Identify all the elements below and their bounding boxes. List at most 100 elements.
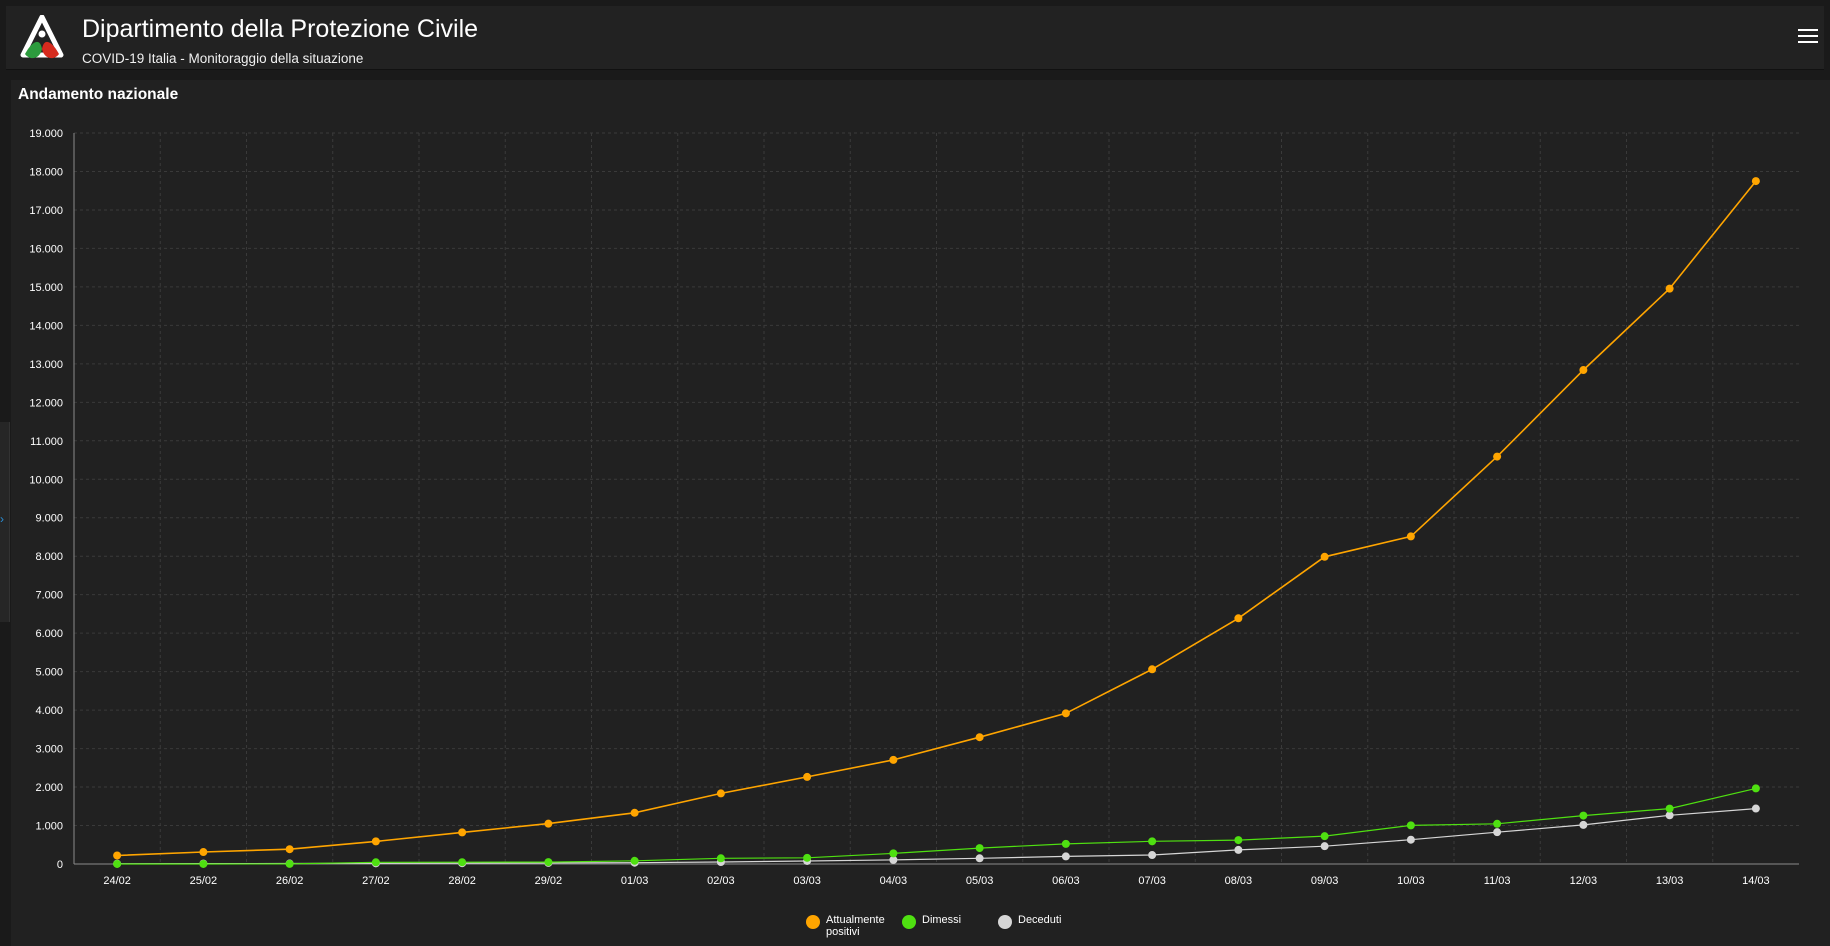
y-tick-label: 2.000	[35, 782, 63, 794]
chart-legend: Attualmente positivi Dimessi Deceduti	[11, 914, 1830, 944]
series-point-0	[889, 755, 898, 764]
series-point-0	[285, 845, 294, 854]
series-point-1	[1148, 837, 1157, 846]
legend-dot-deceduti	[998, 915, 1012, 929]
series-point-1	[113, 859, 122, 868]
series-point-1	[803, 853, 812, 862]
series-point-2	[889, 855, 898, 864]
series-point-0	[975, 733, 984, 742]
series-point-0	[1320, 552, 1329, 561]
series-point-1	[630, 856, 639, 865]
series-point-0	[1234, 614, 1243, 623]
x-tick-label: 03/03	[793, 875, 821, 887]
legend-label-deceduti: Deceduti	[1018, 914, 1062, 926]
legend-dot-dimessi	[902, 915, 916, 929]
series-point-2	[1061, 852, 1070, 861]
legend-label-dimessi: Dimessi	[922, 914, 962, 926]
series-point-0	[1579, 366, 1588, 375]
x-tick-label: 06/03	[1052, 875, 1080, 887]
series-point-2	[1579, 820, 1588, 829]
x-tick-label: 12/03	[1570, 875, 1598, 887]
menu-icon[interactable]	[1798, 26, 1818, 48]
line-chart: 0 1.000 2.000 3.000 4.000 5.000 6.000 7.000 8.00…	[29, 128, 1799, 887]
series-point-0	[716, 789, 725, 798]
y-tick-label: 11.000	[30, 436, 63, 448]
series-point-2	[1234, 845, 1243, 854]
x-tick-label: 25/02	[190, 875, 218, 887]
y-tick-label: 3.000	[35, 744, 63, 756]
y-tick-label: 16.000	[29, 243, 63, 255]
series-point-1	[371, 858, 380, 867]
protezione-civile-logo	[20, 15, 64, 59]
series-point-2	[1665, 811, 1674, 820]
series-point-2	[975, 854, 984, 863]
series-point-2	[1148, 851, 1157, 860]
y-tick-label: 10.000	[29, 474, 63, 486]
series-point-0	[1406, 532, 1415, 541]
series-point-0	[544, 819, 553, 828]
series-point-0	[371, 837, 380, 846]
y-tick-label: 6.000	[35, 628, 63, 640]
app-title: Dipartimento della Protezione Civile	[82, 15, 479, 43]
x-tick-label: 05/03	[966, 875, 994, 887]
series-point-0	[630, 808, 639, 817]
series-point-1	[1751, 784, 1760, 793]
y-tick-label: 13.000	[29, 359, 63, 371]
series-point-2	[1751, 804, 1760, 813]
series-point-2	[1320, 842, 1329, 851]
series-line-1	[117, 787, 1757, 865]
y-tick-label: 4.000	[35, 705, 63, 717]
series-point-0	[1493, 452, 1502, 461]
series-point-1	[889, 849, 898, 858]
y-tick-label: 19.000	[29, 128, 63, 140]
series-point-1	[716, 854, 725, 863]
series-point-0	[1665, 284, 1674, 293]
series-line-0	[117, 180, 1757, 857]
x-tick-label: 02/03	[707, 875, 735, 887]
series-point-1	[975, 844, 984, 853]
series-point-1	[1234, 836, 1243, 845]
legend-label-positivi: Attualmente positivi	[826, 914, 885, 938]
y-tick-label: 15.000	[29, 282, 63, 294]
series-point-0	[458, 828, 467, 837]
x-tick-label: 09/03	[1311, 875, 1339, 887]
y-tick-label: 18.000	[29, 166, 63, 178]
x-tick-label: 14/03	[1742, 875, 1770, 887]
x-tick-label: 13/03	[1656, 875, 1684, 887]
series-point-1	[1665, 804, 1674, 813]
series-point-1	[1579, 811, 1588, 820]
series-point-1	[1406, 821, 1415, 830]
y-tick-label: 12.000	[29, 397, 63, 409]
series-point-1	[1493, 819, 1502, 828]
legend-item-dimessi[interactable]: Dimessi	[902, 914, 984, 929]
series-point-0	[1148, 665, 1157, 674]
side-panel-toggle[interactable]: ›	[0, 422, 10, 622]
series-point-2	[1493, 828, 1502, 837]
app-subtitle: COVID-19 Italia - Monitoraggio della sit…	[82, 51, 364, 66]
series-point-0	[1751, 177, 1760, 186]
x-tick-label: 28/02	[448, 875, 476, 887]
y-tick-label: 7.000	[35, 590, 63, 602]
y-tick-label: 8.000	[35, 551, 63, 563]
legend-item-positivi[interactable]: Attualmente positivi	[806, 914, 888, 938]
y-tick-label: 9.000	[35, 513, 63, 525]
x-tick-label: 04/03	[880, 875, 908, 887]
x-tick-label: 01/03	[621, 875, 649, 887]
y-tick-label: 0	[57, 859, 63, 871]
series-point-1	[1320, 832, 1329, 841]
panel-title: Andamento nazionale	[18, 86, 179, 103]
series-point-0	[113, 851, 122, 860]
series-point-1	[285, 859, 294, 868]
chevron-right-icon: ›	[0, 512, 4, 526]
y-tick-label: 1.000	[35, 821, 63, 833]
series-point-0	[803, 772, 812, 781]
y-tick-label: 5.000	[35, 667, 63, 679]
x-tick-label: 08/03	[1225, 875, 1253, 887]
series-line-2	[117, 808, 1756, 865]
x-tick-label: 07/03	[1138, 875, 1166, 887]
chart-panel: 0 1.000 2.000 3.000 4.000 5.000 6.000 7.000 8.00…	[11, 80, 1830, 946]
series-point-1	[458, 858, 467, 867]
legend-dot-positivi	[806, 915, 820, 929]
app-header: Dipartimento della Protezione Civile COV…	[6, 6, 1824, 70]
legend-item-deceduti[interactable]: Deceduti	[998, 914, 1080, 929]
